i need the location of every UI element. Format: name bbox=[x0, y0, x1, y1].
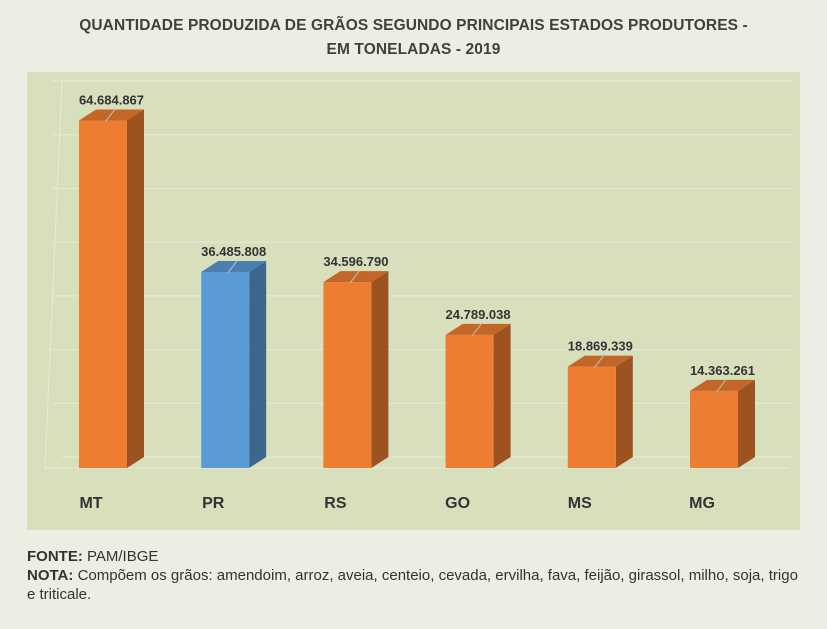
footer: FONTE: PAM/IBGE NOTA: Compõem os grãos: … bbox=[27, 547, 807, 604]
bar-top-rs bbox=[323, 271, 389, 283]
bar-top-ms bbox=[567, 355, 633, 367]
category-label-mt: MT bbox=[79, 495, 102, 512]
data-label-mt: 64.684.867 bbox=[79, 93, 144, 108]
bar-mt bbox=[79, 120, 127, 468]
data-label-go: 24.789.038 bbox=[446, 307, 511, 322]
side-wall-edge bbox=[44, 80, 63, 469]
bar-mg bbox=[690, 390, 738, 468]
bar-side-ms bbox=[615, 355, 633, 468]
chart-title-line-1: QUANTIDADE PRODUZIDA DE GRÃOS SEGUNDO PR… bbox=[79, 17, 748, 34]
bar-ms bbox=[567, 366, 616, 468]
source-label: FONTE: bbox=[27, 548, 83, 565]
bar-pr bbox=[201, 272, 250, 468]
data-label-leader bbox=[593, 354, 605, 368]
category-label-pr: PR bbox=[202, 495, 225, 512]
data-label-leader bbox=[105, 108, 116, 122]
bar-side-rs bbox=[371, 271, 389, 468]
source-text: PAM/IBGE bbox=[87, 548, 159, 565]
bar-go bbox=[445, 334, 494, 468]
category-label-ms: MS bbox=[568, 495, 592, 512]
note-line: NOTA: Compõem os grãos: amendoim, arroz,… bbox=[27, 566, 807, 604]
bar-top-pr bbox=[201, 261, 267, 273]
chart-title-line-2: EM TONELADAS - 2019 bbox=[326, 41, 501, 58]
data-label-leader bbox=[716, 378, 727, 393]
category-label-go: GO bbox=[445, 495, 470, 512]
data-label-leader bbox=[227, 259, 239, 274]
data-label-ms: 18.869.339 bbox=[568, 339, 633, 354]
bar-rs bbox=[323, 282, 372, 468]
plot-area bbox=[27, 72, 800, 530]
note-label: NOTA: bbox=[27, 567, 74, 584]
data-label-pr: 36.485.808 bbox=[201, 244, 266, 259]
chart-title: QUANTIDADE PRODUZIDA DE GRÃOS SEGUNDO PR… bbox=[0, 14, 827, 62]
note-text: Compõem os grãos: amendoim, arroz, aveia… bbox=[27, 567, 798, 603]
bar-top-mt bbox=[79, 109, 144, 121]
source-line: FONTE: PAM/IBGE bbox=[27, 547, 807, 566]
bar-side-mt bbox=[127, 109, 144, 468]
data-label-leader bbox=[471, 322, 483, 337]
data-label-mg: 14.363.261 bbox=[690, 363, 755, 378]
bar-top-go bbox=[445, 323, 511, 335]
bar-side-go bbox=[493, 323, 511, 468]
data-label-leader bbox=[349, 269, 361, 284]
category-label-mg: MG bbox=[689, 495, 715, 512]
bar-side-pr bbox=[249, 261, 267, 468]
category-label-rs: RS bbox=[324, 495, 347, 512]
bar-top-mg bbox=[690, 379, 755, 391]
bar-side-mg bbox=[738, 379, 755, 468]
data-label-rs: 34.596.790 bbox=[323, 254, 388, 269]
